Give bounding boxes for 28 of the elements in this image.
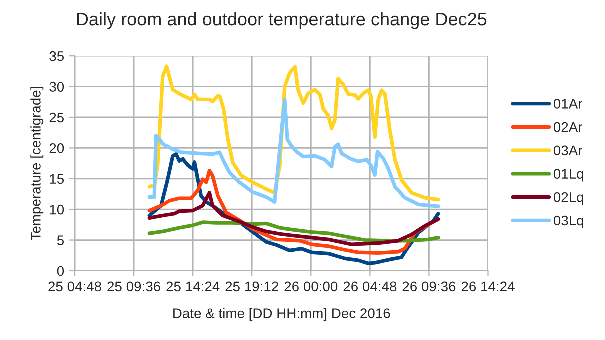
- legend-label: 01Ar: [554, 99, 583, 109]
- x-tick-label: 26 09:36: [402, 282, 456, 292]
- y-tick-label: 30: [50, 82, 64, 92]
- y-tick-label: 25: [50, 112, 64, 123]
- x-tick-label: 26 14:24: [462, 282, 515, 292]
- legend-label: 03Ar: [554, 146, 583, 156]
- legend-label: 02Ar: [554, 122, 583, 132]
- legend-label: 01Lq: [554, 169, 584, 182]
- line-series: [148, 98, 440, 208]
- y-tick-label: 0: [57, 266, 64, 276]
- line-series: [148, 191, 440, 246]
- y-tick-label: 20: [50, 144, 64, 154]
- line-series: [148, 220, 440, 243]
- x-tick-label: 25 04:48: [48, 282, 102, 292]
- y-axis-title: Temperature [centigrade]: [30, 87, 44, 240]
- y-tick-label: 15: [50, 174, 64, 184]
- x-tick-label: 25 09:36: [108, 282, 160, 292]
- legend-label: 03Lq: [554, 216, 584, 228]
- y-tick-label: 35: [50, 51, 64, 62]
- x-axis-title: Date & time [DD HH:mm] Dec 2016: [174, 308, 390, 322]
- x-tick-label: 26 04:48: [344, 282, 397, 292]
- chart-title: Daily room and outdoor temperature change Dec25: [77, 12, 487, 30]
- legend-label: 02Lq: [554, 192, 584, 206]
- y-tick-label: 5: [57, 236, 64, 246]
- x-tick-label: 25 19:12: [226, 282, 278, 292]
- x-tick-label: 25 14:24: [166, 282, 220, 292]
- y-tick-label: 10: [50, 204, 64, 215]
- x-tick-label: 26 00:00: [284, 282, 338, 292]
